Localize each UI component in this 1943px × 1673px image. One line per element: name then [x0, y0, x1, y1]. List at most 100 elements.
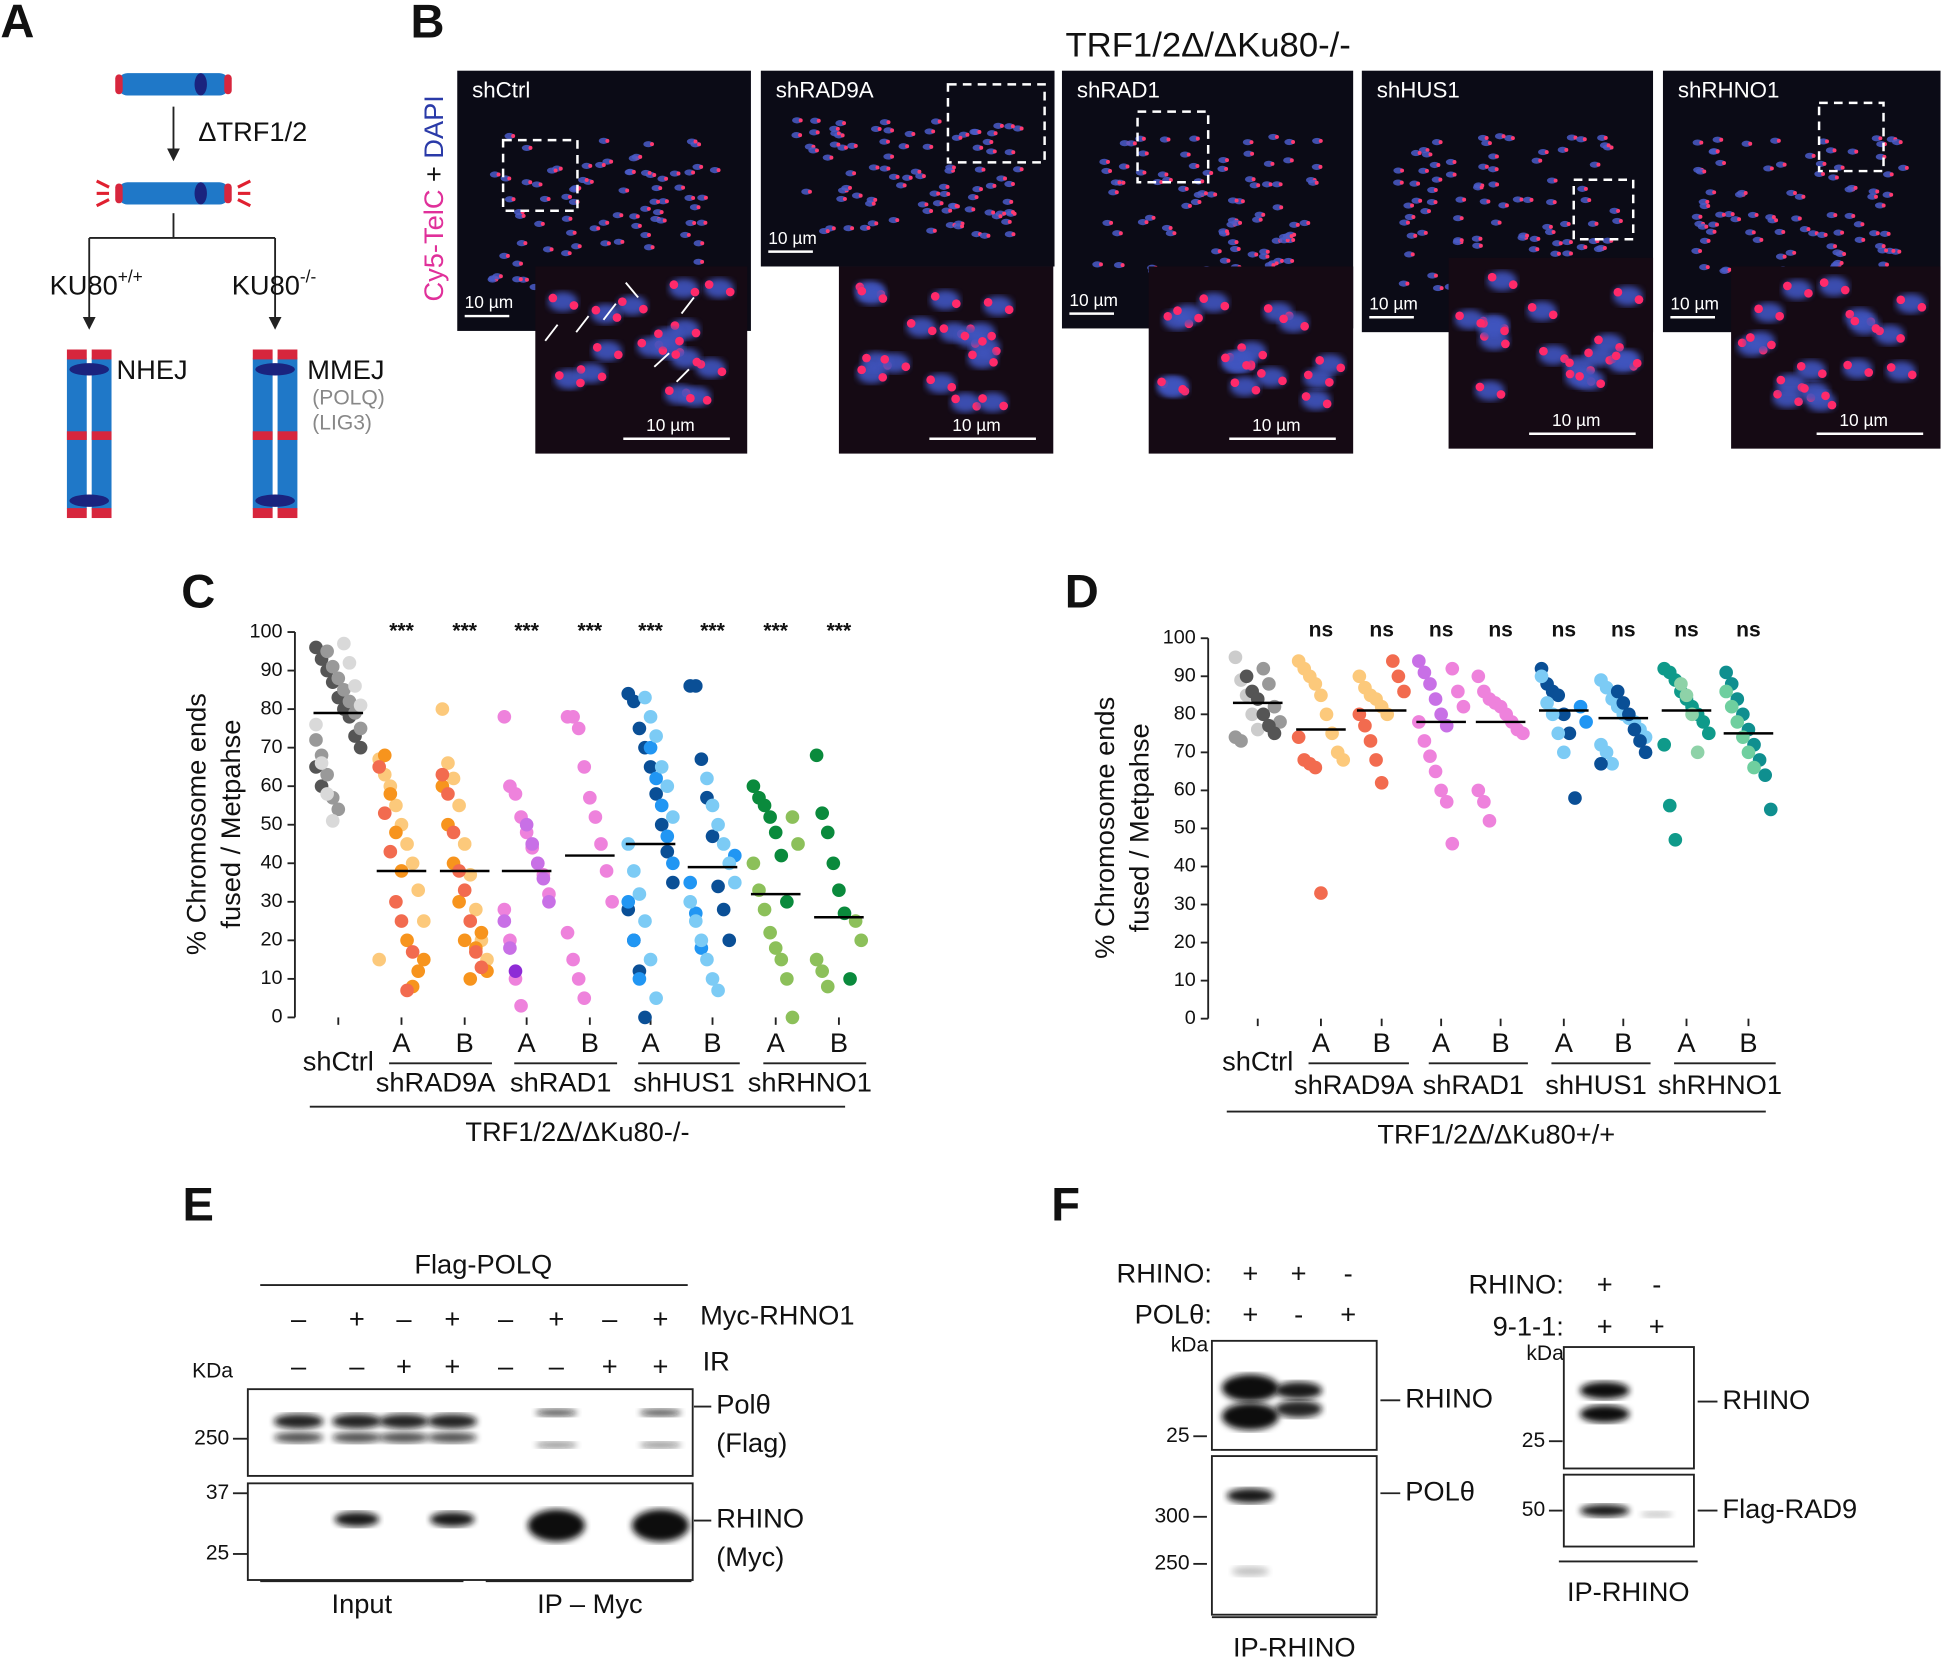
- chromosome-spot: [685, 219, 696, 227]
- telomere-spot: [874, 221, 879, 226]
- telomere-spot: [1462, 197, 1467, 202]
- telomere-spot: [1280, 258, 1285, 263]
- chromosome-spot: [598, 219, 609, 226]
- telomere-spot: [1199, 294, 1209, 303]
- data-point: [331, 671, 346, 686]
- chromosome-spot: [1699, 264, 1710, 271]
- telomere-spot: [658, 346, 668, 355]
- telomere-spot: [631, 169, 636, 174]
- telomere-spot: [569, 301, 579, 310]
- telomere-spot: [1265, 249, 1270, 254]
- telomere-spot: [878, 294, 888, 303]
- telomere-spot: [1224, 166, 1229, 171]
- chromosome-spot: [1697, 223, 1708, 230]
- telomere-spot: [1306, 221, 1311, 226]
- chromosome-spot: [613, 238, 624, 245]
- label: Flag-POLQ: [414, 1249, 552, 1280]
- x-tick-label: B: [456, 1027, 474, 1058]
- chromosome-spot: [986, 148, 997, 155]
- blot: [1562, 1346, 1695, 1470]
- chromosome-spot: [1190, 198, 1201, 206]
- telomere-spot: [1225, 229, 1229, 234]
- telomere-spot: [1416, 181, 1421, 186]
- telomere-spot: [1301, 392, 1311, 401]
- telomere-spot: [1618, 218, 1623, 223]
- telomere-spot: [702, 395, 712, 405]
- chromosome-spot: [1835, 250, 1846, 258]
- chromosome-spot: [967, 194, 978, 201]
- chromosome-spot: [1512, 196, 1523, 203]
- row-label: POLθ:: [1135, 1298, 1212, 1329]
- telomere-spot: [1748, 141, 1753, 146]
- blot: [1210, 1455, 1378, 1616]
- data-point: [1428, 764, 1443, 779]
- data-point: [1245, 707, 1259, 722]
- chromosome-spot: [1874, 202, 1885, 209]
- telomere-spot: [1258, 350, 1268, 360]
- telomere-spot: [1274, 261, 1279, 266]
- data-point: [372, 952, 386, 967]
- chromosome-spot: [1206, 191, 1217, 198]
- telomere-spot: [1173, 306, 1182, 315]
- sign: –: [498, 1350, 514, 1381]
- telomere-spot: [605, 220, 610, 225]
- data-point: [1308, 760, 1323, 775]
- chromosome-spot: [618, 187, 629, 194]
- telomere: [224, 183, 232, 204]
- telomere-spot: [998, 214, 1003, 219]
- chromosome-spot: [951, 134, 962, 141]
- chromosome-spot: [1705, 228, 1716, 235]
- data-point: [763, 925, 777, 940]
- telomere-spot: [842, 121, 847, 126]
- sign: +: [1597, 1311, 1613, 1342]
- chromosome-spot: [561, 193, 572, 200]
- telomere-spot: [1336, 363, 1346, 373]
- data-point: [1763, 802, 1778, 817]
- telomere-spot: [1125, 164, 1130, 169]
- telomere-spot: [1792, 250, 1797, 255]
- telomere-spot: [1144, 220, 1149, 225]
- chromosome-spot: [1189, 135, 1200, 142]
- data-point: [1627, 722, 1642, 737]
- telomere-spot: [862, 353, 871, 363]
- centromere: [194, 73, 207, 96]
- stain-dapi: DAPI: [418, 95, 449, 159]
- data-point: [457, 837, 472, 851]
- data-point: [1314, 688, 1328, 703]
- data-point: [1568, 791, 1582, 805]
- y-tick-label: 60: [1174, 779, 1196, 801]
- telomere-spot: [1238, 220, 1243, 225]
- telomere-spot: [1632, 358, 1642, 368]
- chromosome-spot: [674, 184, 685, 191]
- chromosome-spot: [521, 144, 532, 152]
- chromosome-spot: [1479, 198, 1490, 205]
- telomere-spot: [1019, 167, 1024, 172]
- blot-band: [1221, 1374, 1279, 1402]
- telomere-spot: [1011, 150, 1016, 155]
- telomere-spot: [1611, 351, 1621, 361]
- telomere-spot: [1261, 212, 1266, 217]
- data-point: [1239, 669, 1254, 684]
- data-point: [1674, 677, 1688, 691]
- data-point: [791, 837, 805, 851]
- telomere: [252, 431, 273, 440]
- data-point: [1605, 756, 1619, 771]
- centromere: [255, 363, 295, 376]
- telomere-spot: [1712, 229, 1717, 234]
- data-point: [1696, 715, 1711, 729]
- telomere-spot: [1234, 198, 1239, 203]
- zoom-box: [946, 83, 1046, 164]
- telomere-spot: [558, 166, 563, 171]
- telomere-spot: [929, 144, 934, 149]
- telomere-spot: [1822, 161, 1827, 166]
- significance: ***: [638, 620, 663, 643]
- blot-band: [332, 1413, 382, 1429]
- telomere-spot: [1144, 151, 1149, 156]
- chromosome-spot: [1833, 164, 1844, 171]
- y-tick-label: 40: [1174, 855, 1196, 877]
- telomere: [252, 349, 273, 360]
- telomere-spot: [1438, 177, 1443, 182]
- arrow: [653, 352, 670, 368]
- y-tick-label: 30: [260, 890, 282, 912]
- data-point: [566, 952, 580, 967]
